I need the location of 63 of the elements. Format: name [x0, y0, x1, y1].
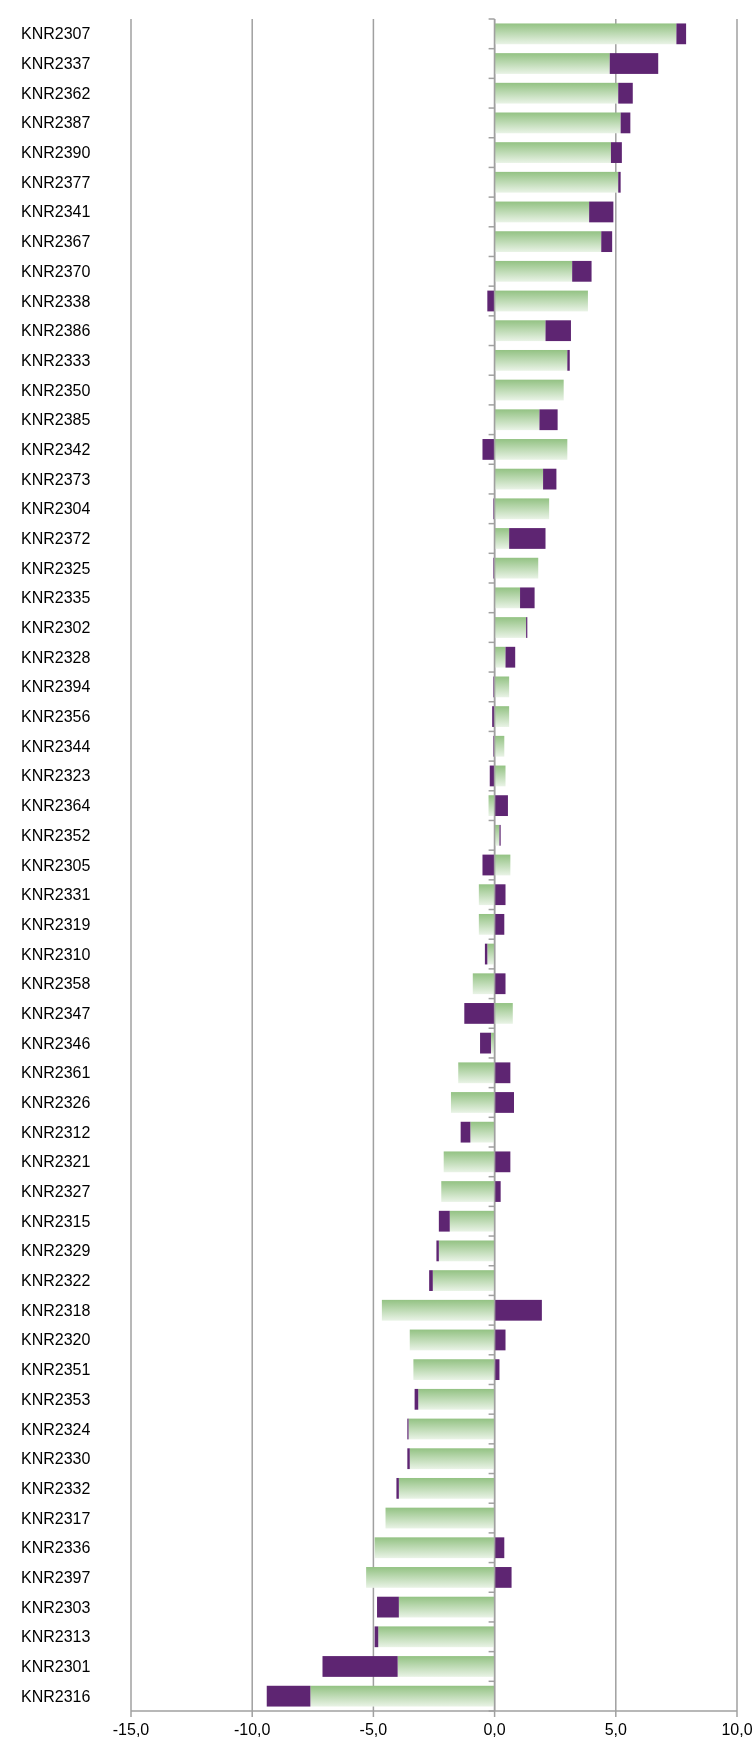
y-tick-label: KNR2370: [21, 262, 91, 280]
y-tick-label: KNR2323: [21, 767, 91, 785]
x-tick-label: -15,0: [112, 1721, 150, 1738]
y-tick-label: KNR2337: [21, 55, 91, 73]
y-tick-label: KNR2364: [21, 797, 91, 815]
y-tick-label: KNR2372: [21, 529, 91, 547]
x-tick-label: 0,0: [483, 1721, 506, 1738]
y-tick-label: KNR2352: [21, 826, 91, 844]
y-tick-label: KNR2328: [21, 648, 91, 666]
y-tick-label: KNR2346: [21, 1034, 91, 1052]
y-tick-label: KNR2302: [21, 619, 91, 637]
y-tick-label: KNR2386: [21, 322, 91, 340]
y-tick-label: KNR2390: [21, 144, 91, 162]
y-tick-label: KNR2344: [21, 737, 91, 755]
y-tick-label: KNR2329: [21, 1242, 91, 1260]
y-tick-label: KNR2342: [21, 440, 91, 458]
y-tick-label: KNR2316: [21, 1687, 91, 1705]
y-tick-label: KNR2335: [21, 589, 91, 607]
y-tick-label: KNR2327: [21, 1183, 91, 1201]
y-tick-label: KNR2318: [21, 1301, 91, 1319]
y-tick-label: KNR2305: [21, 856, 91, 874]
y-tick-label: KNR2373: [21, 470, 91, 488]
y-tick-label: KNR2377: [21, 173, 91, 191]
y-tick-label: KNR2317: [21, 1509, 91, 1527]
y-tick-label: KNR2312: [21, 1123, 91, 1141]
y-tick-label: KNR2304: [21, 500, 91, 518]
y-tick-label: KNR2322: [21, 1272, 91, 1290]
y-tick-label: KNR2324: [21, 1420, 91, 1438]
y-tick-label: KNR2351: [21, 1361, 91, 1379]
y-tick-label: KNR2336: [21, 1539, 91, 1557]
y-tick-label: KNR2362: [21, 84, 91, 102]
y-tick-label: KNR2330: [21, 1450, 91, 1468]
y-tick-label: KNR2387: [21, 114, 91, 132]
y-tick-label: KNR2307: [21, 25, 91, 43]
y-tick-label: KNR2338: [21, 292, 91, 310]
x-tick-label: -10,0: [233, 1721, 271, 1738]
y-tick-label: KNR2301: [21, 1657, 91, 1675]
y-tick-label: KNR2385: [21, 411, 91, 429]
y-tick-label: KNR2313: [21, 1628, 91, 1646]
y-tick-label: KNR2303: [21, 1598, 91, 1616]
y-tick-label: KNR2333: [21, 351, 91, 369]
y-tick-label: KNR2315: [21, 1212, 91, 1230]
y-tick-label: KNR2331: [21, 886, 91, 904]
y-tick-label: KNR2356: [21, 708, 91, 726]
y-tick-label: KNR2332: [21, 1479, 91, 1497]
y-tick-label: KNR2350: [21, 381, 91, 399]
y-tick-label: KNR2341: [21, 203, 91, 221]
y-tick-label: KNR2319: [21, 915, 91, 933]
y-tick-label: KNR2325: [21, 559, 91, 577]
y-tick-label: KNR2321: [21, 1153, 91, 1171]
x-tick-label: -5,0: [359, 1721, 388, 1738]
y-tick-label: KNR2367: [21, 233, 91, 251]
y-tick-label: KNR2326: [21, 1093, 91, 1111]
y-tick-label: KNR2320: [21, 1331, 91, 1349]
x-tick-label: 5,0: [604, 1721, 628, 1738]
x-tick-label: 10,0: [721, 1721, 753, 1738]
y-tick-label: KNR2353: [21, 1390, 91, 1408]
y-tick-label: KNR2347: [21, 1004, 91, 1022]
y-tick-label: KNR2358: [21, 975, 91, 993]
y-tick-label: KNR2361: [21, 1064, 91, 1082]
y-tick-label: KNR2310: [21, 945, 91, 963]
y-tick-label: KNR2397: [21, 1568, 91, 1586]
y-tick-label: KNR2394: [21, 678, 91, 696]
